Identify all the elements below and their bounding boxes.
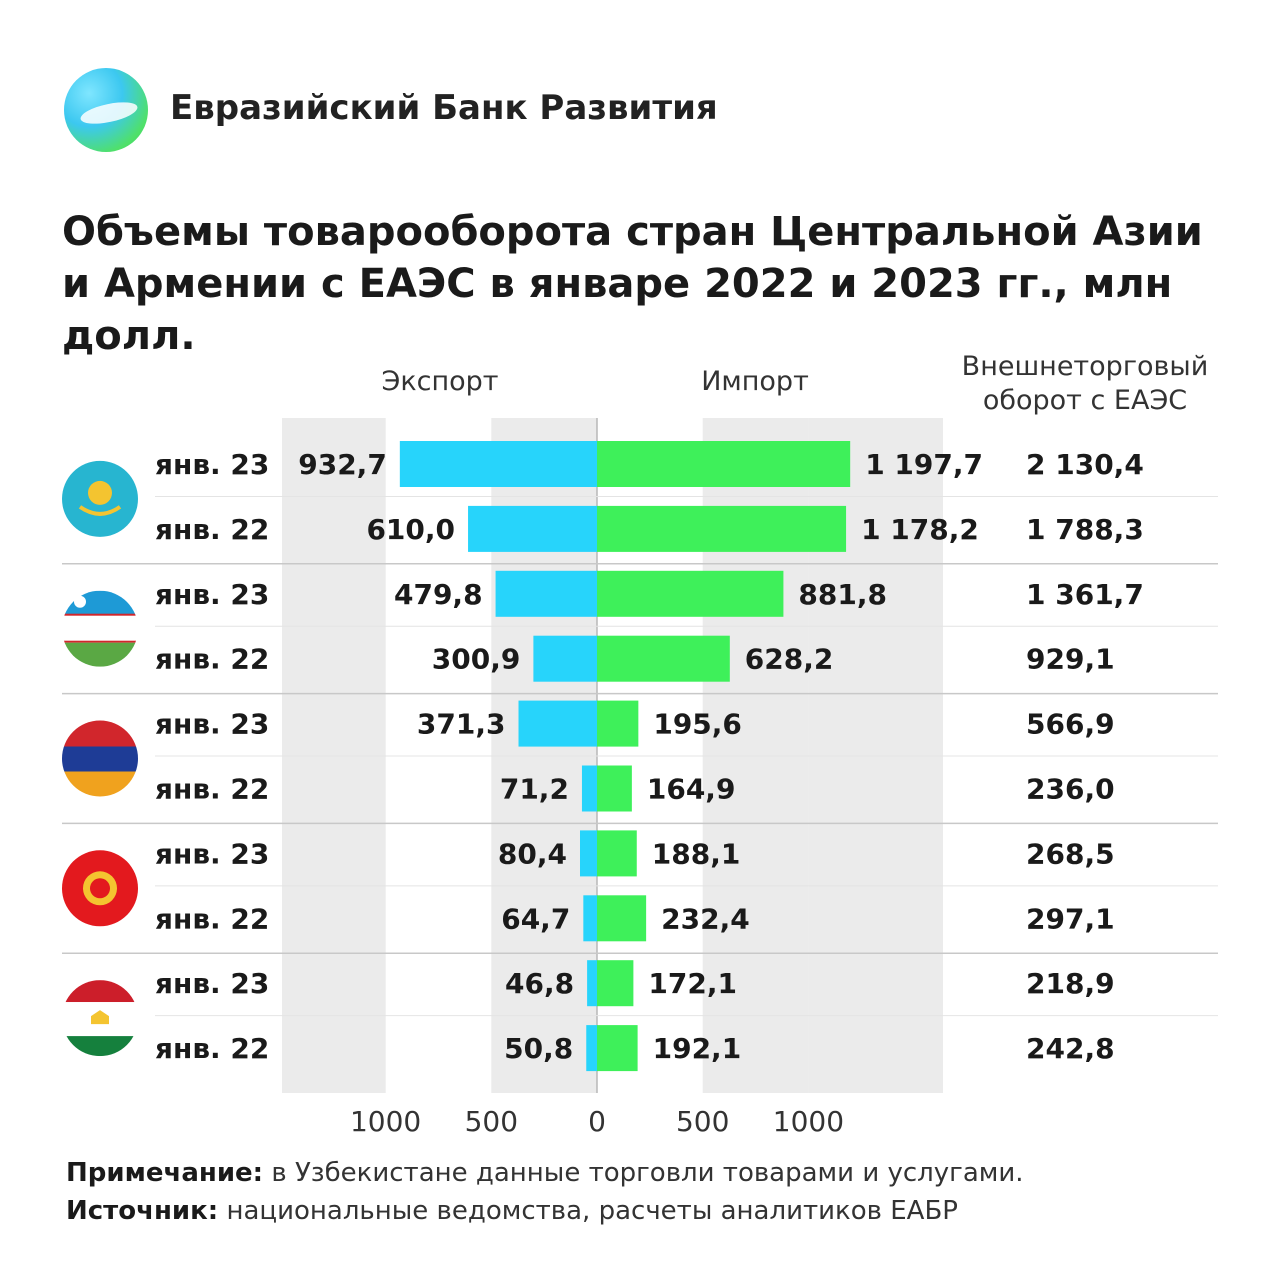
tajikistan-crown-icon: [91, 1010, 109, 1025]
import-bar: [597, 700, 639, 747]
export-value-label: 610,0: [366, 513, 455, 546]
import-bar: [597, 441, 851, 487]
import-value-label: 232,4: [661, 902, 750, 935]
import-bar: [597, 635, 730, 682]
row-label: янв. 22: [155, 513, 269, 546]
import-header: Импорт: [701, 366, 809, 397]
import-value-label: 188,1: [652, 837, 741, 870]
export-value-label: 80,4: [498, 837, 567, 870]
armenia-flag-icon: [62, 720, 138, 747]
brand-name: Евразийский Банк Развития: [170, 88, 718, 128]
import-value-label: 1 178,2: [861, 513, 979, 546]
x-tick-label: 500: [465, 1105, 518, 1138]
import-bar: [597, 765, 632, 812]
import-bar: [597, 570, 784, 617]
uzbekistan-white-stripe: [62, 614, 138, 643]
import-bar: [597, 830, 637, 877]
uzbekistan-crescent-icon: [74, 595, 86, 608]
armenia-orange-stripe: [62, 771, 138, 797]
export-value-label: 932,7: [298, 448, 387, 481]
export-value-label: 46,8: [505, 967, 574, 1000]
turnover-value-label: 236,0: [1026, 773, 1115, 806]
uzbekistan-red-line: [62, 613, 138, 616]
x-tick-label: 0: [588, 1105, 606, 1138]
uzbekistan-flag-icon: [62, 590, 138, 615]
grid-band: [282, 418, 386, 1093]
import-bar: [597, 960, 634, 1007]
export-value-label: 64,7: [501, 902, 570, 935]
row-label: янв. 23: [155, 708, 269, 741]
tajikistan-green-stripe: [62, 1036, 138, 1057]
uzbekistan-green-stripe: [62, 642, 138, 667]
turnover-value-label: 297,1: [1026, 902, 1115, 935]
uzbekistan-red-line: [62, 640, 138, 643]
export-bar: [533, 635, 597, 682]
import-bar: [597, 895, 647, 942]
armenia-blue-stripe: [62, 746, 138, 772]
row-label: янв. 22: [155, 1032, 269, 1065]
export-value-label: 71,2: [500, 773, 569, 806]
turnover-value-label: 566,9: [1026, 708, 1115, 741]
eabr-logo-icon: [64, 68, 148, 152]
turnover-value-label: 218,9: [1026, 967, 1115, 1000]
turnover-value-label: 929,1: [1026, 643, 1115, 676]
import-value-label: 164,9: [647, 773, 736, 806]
export-value-label: 371,3: [417, 708, 506, 741]
export-value-label: 300,9: [432, 643, 521, 676]
turnover-value-label: 242,8: [1026, 1032, 1115, 1065]
export-bar: [399, 441, 597, 487]
row-label: янв. 23: [155, 837, 269, 870]
export-bar: [586, 1025, 597, 1072]
import-bar: [597, 505, 847, 552]
row-label: янв. 23: [155, 448, 269, 481]
turnover-value-label: 1 361,7: [1026, 578, 1144, 611]
turnover-value-label: 268,5: [1026, 837, 1115, 870]
export-bar: [581, 765, 597, 812]
import-value-label: 192,1: [653, 1032, 742, 1065]
export-value-label: 50,8: [504, 1032, 573, 1065]
note-label: Примечание:: [66, 1158, 264, 1188]
export-bar: [587, 960, 597, 1007]
row-label: янв. 23: [155, 578, 269, 611]
row-label: янв. 22: [155, 773, 269, 806]
footnote-source: Источник: национальные ведомства, расчет…: [66, 1196, 958, 1226]
row-label: янв. 22: [155, 902, 269, 935]
x-tick-label: 500: [676, 1105, 729, 1138]
export-bar: [495, 570, 597, 617]
source-text: национальные ведомства, расчеты аналитик…: [218, 1196, 958, 1226]
turnover-value-label: 1 788,3: [1026, 513, 1144, 546]
footnote-note: Примечание: в Узбекистане данные торговл…: [66, 1158, 1024, 1188]
source-label: Источник:: [66, 1196, 219, 1226]
import-value-label: 195,6: [653, 708, 742, 741]
x-tick-label: 1000: [773, 1105, 844, 1138]
tajikistan-flag-icon: [62, 980, 138, 1003]
export-bar: [583, 895, 597, 942]
export-bar: [518, 700, 597, 747]
export-header: Экспорт: [381, 366, 499, 397]
kazakhstan-eagle-icon: [78, 505, 122, 516]
turnover-value-label: 2 130,4: [1026, 448, 1144, 481]
import-value-label: 172,1: [648, 967, 737, 1000]
note-text: в Узбекистане данные торговли товарами и…: [263, 1158, 1024, 1188]
chart-title: Объемы товарооборота стран Центральной А…: [62, 209, 1203, 359]
import-value-label: 881,8: [798, 578, 887, 611]
import-value-label: 628,2: [745, 643, 834, 676]
export-bar: [580, 830, 597, 877]
kyrgyzstan-tunduk-icon: [90, 878, 110, 899]
row-label: янв. 22: [155, 643, 269, 676]
x-tick-label: 1000: [350, 1105, 421, 1138]
turnover-header: Внешнеторговый оборот с ЕАЭС: [961, 351, 1209, 416]
export-bar: [468, 505, 597, 552]
import-bar: [597, 1025, 638, 1072]
import-value-label: 1 197,7: [865, 448, 983, 481]
kazakhstan-sun-icon: [88, 480, 112, 505]
row-label: янв. 23: [155, 967, 269, 1000]
export-value-label: 479,8: [394, 578, 483, 611]
